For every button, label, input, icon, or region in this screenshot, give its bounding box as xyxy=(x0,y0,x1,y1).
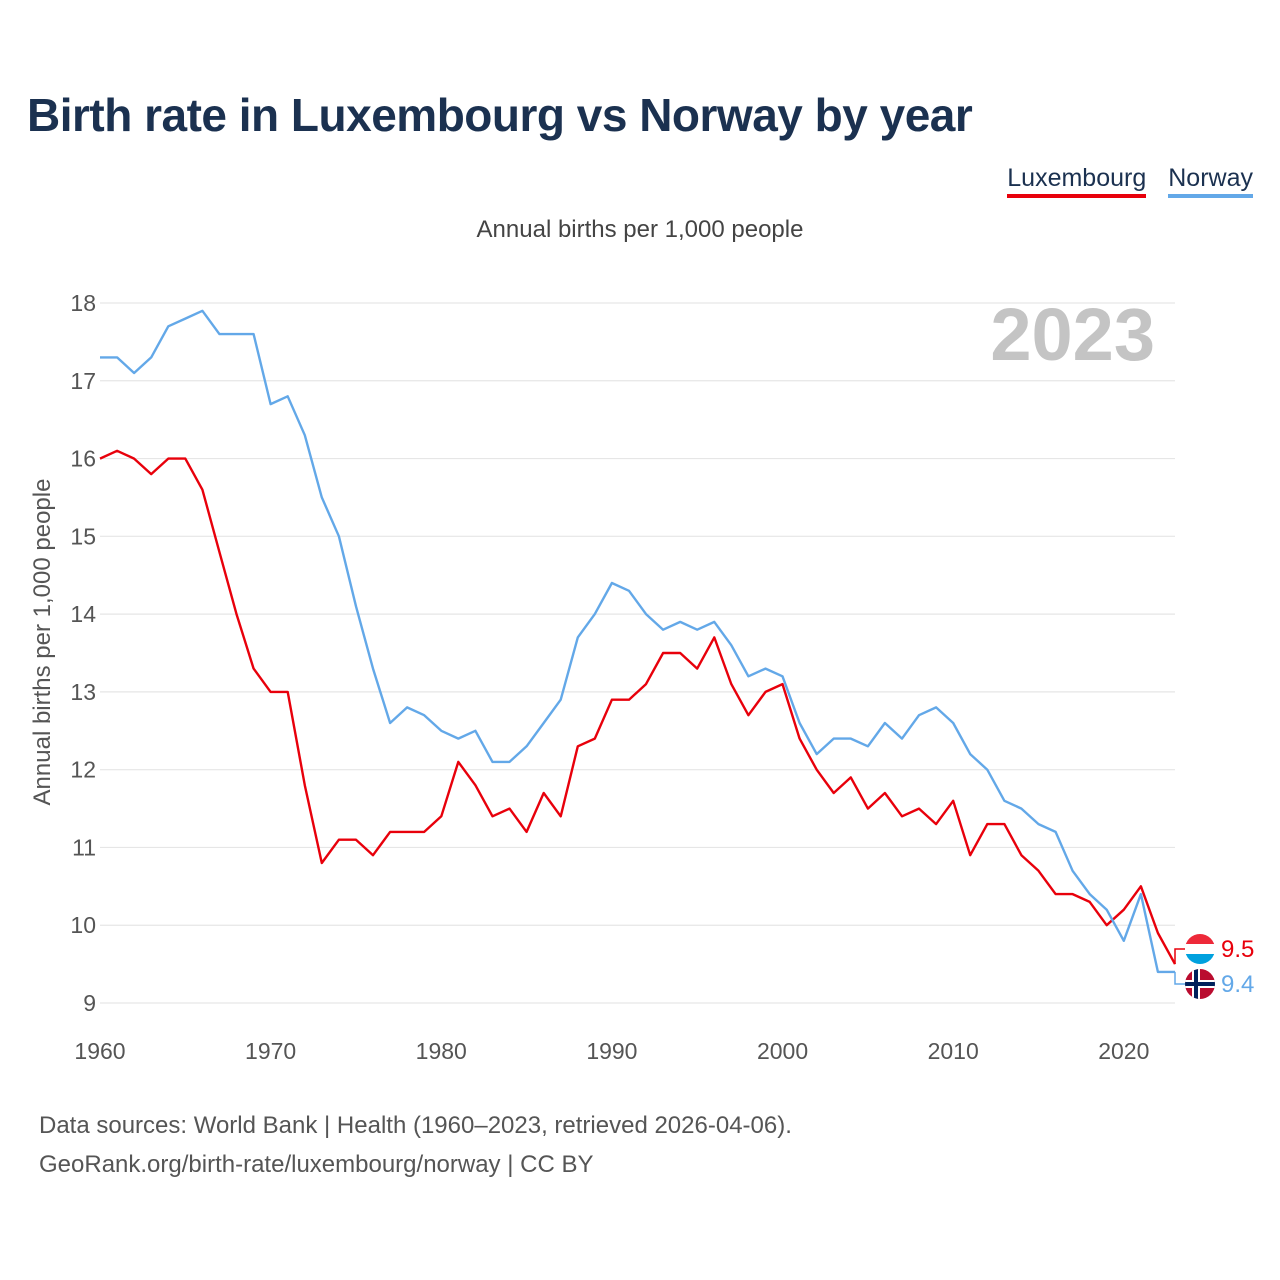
luxembourg-flag-icon xyxy=(1185,934,1215,964)
year-watermark: 2023 xyxy=(990,293,1155,376)
y-tick-label: 18 xyxy=(70,290,96,316)
y-axis-ticks: 9 10 11 12 13 14 15 16 17 18 xyxy=(70,290,96,1016)
legend-item-norway[interactable]: Norway xyxy=(1168,164,1253,198)
x-tick-label: 2010 xyxy=(928,1038,979,1064)
end-value-luxembourg: 9.5 xyxy=(1221,936,1254,963)
chart-title: Birth rate in Luxembourg vs Norway by ye… xyxy=(27,89,973,141)
data-source: Data sources: World Bank | Health (1960–… xyxy=(39,1106,792,1184)
x-axis-ticks: 1960 1970 1980 1990 2000 2010 2020 xyxy=(74,1038,1149,1064)
connector-luxembourg xyxy=(1174,948,1185,965)
y-tick-label: 17 xyxy=(70,368,96,394)
series-line-luxembourg[interactable] xyxy=(99,449,1177,965)
chart-subtitle: Annual births per 1,000 people xyxy=(476,216,804,243)
source-line-1: Data sources: World Bank | Health (1960–… xyxy=(39,1112,792,1139)
end-markers: 9.59.4 xyxy=(1174,934,1254,999)
connector-norway xyxy=(1174,971,1185,985)
legend: Luxembourg Norway xyxy=(1007,164,1253,198)
source-line-2[interactable]: GeoRank.org/birth-rate/luxembourg/norway… xyxy=(39,1151,594,1178)
y-tick-label: 10 xyxy=(70,912,96,938)
x-tick-label: 2020 xyxy=(1098,1038,1149,1064)
x-tick-label: 1980 xyxy=(416,1038,467,1064)
x-tick-label: 1990 xyxy=(586,1038,637,1064)
norway-flag-icon xyxy=(1185,969,1215,999)
y-tick-label: 12 xyxy=(70,757,96,783)
y-tick-label: 13 xyxy=(70,679,96,705)
y-tick-label: 16 xyxy=(70,446,96,472)
series-lines xyxy=(99,309,1177,974)
y-tick-label: 11 xyxy=(72,834,96,860)
gridlines xyxy=(100,302,1175,1004)
x-tick-label: 2000 xyxy=(757,1038,808,1064)
y-tick-label: 15 xyxy=(70,523,96,549)
x-tick-label: 1960 xyxy=(74,1038,125,1064)
x-tick-label: 1970 xyxy=(245,1038,296,1064)
legend-item-luxembourg[interactable]: Luxembourg xyxy=(1007,164,1147,198)
y-axis-label: Annual births per 1,000 people xyxy=(29,479,56,806)
end-value-norway: 9.4 xyxy=(1221,971,1254,998)
y-tick-label: 14 xyxy=(70,601,96,627)
series-line-norway[interactable] xyxy=(100,309,1175,974)
y-tick-label: 9 xyxy=(83,990,96,1016)
